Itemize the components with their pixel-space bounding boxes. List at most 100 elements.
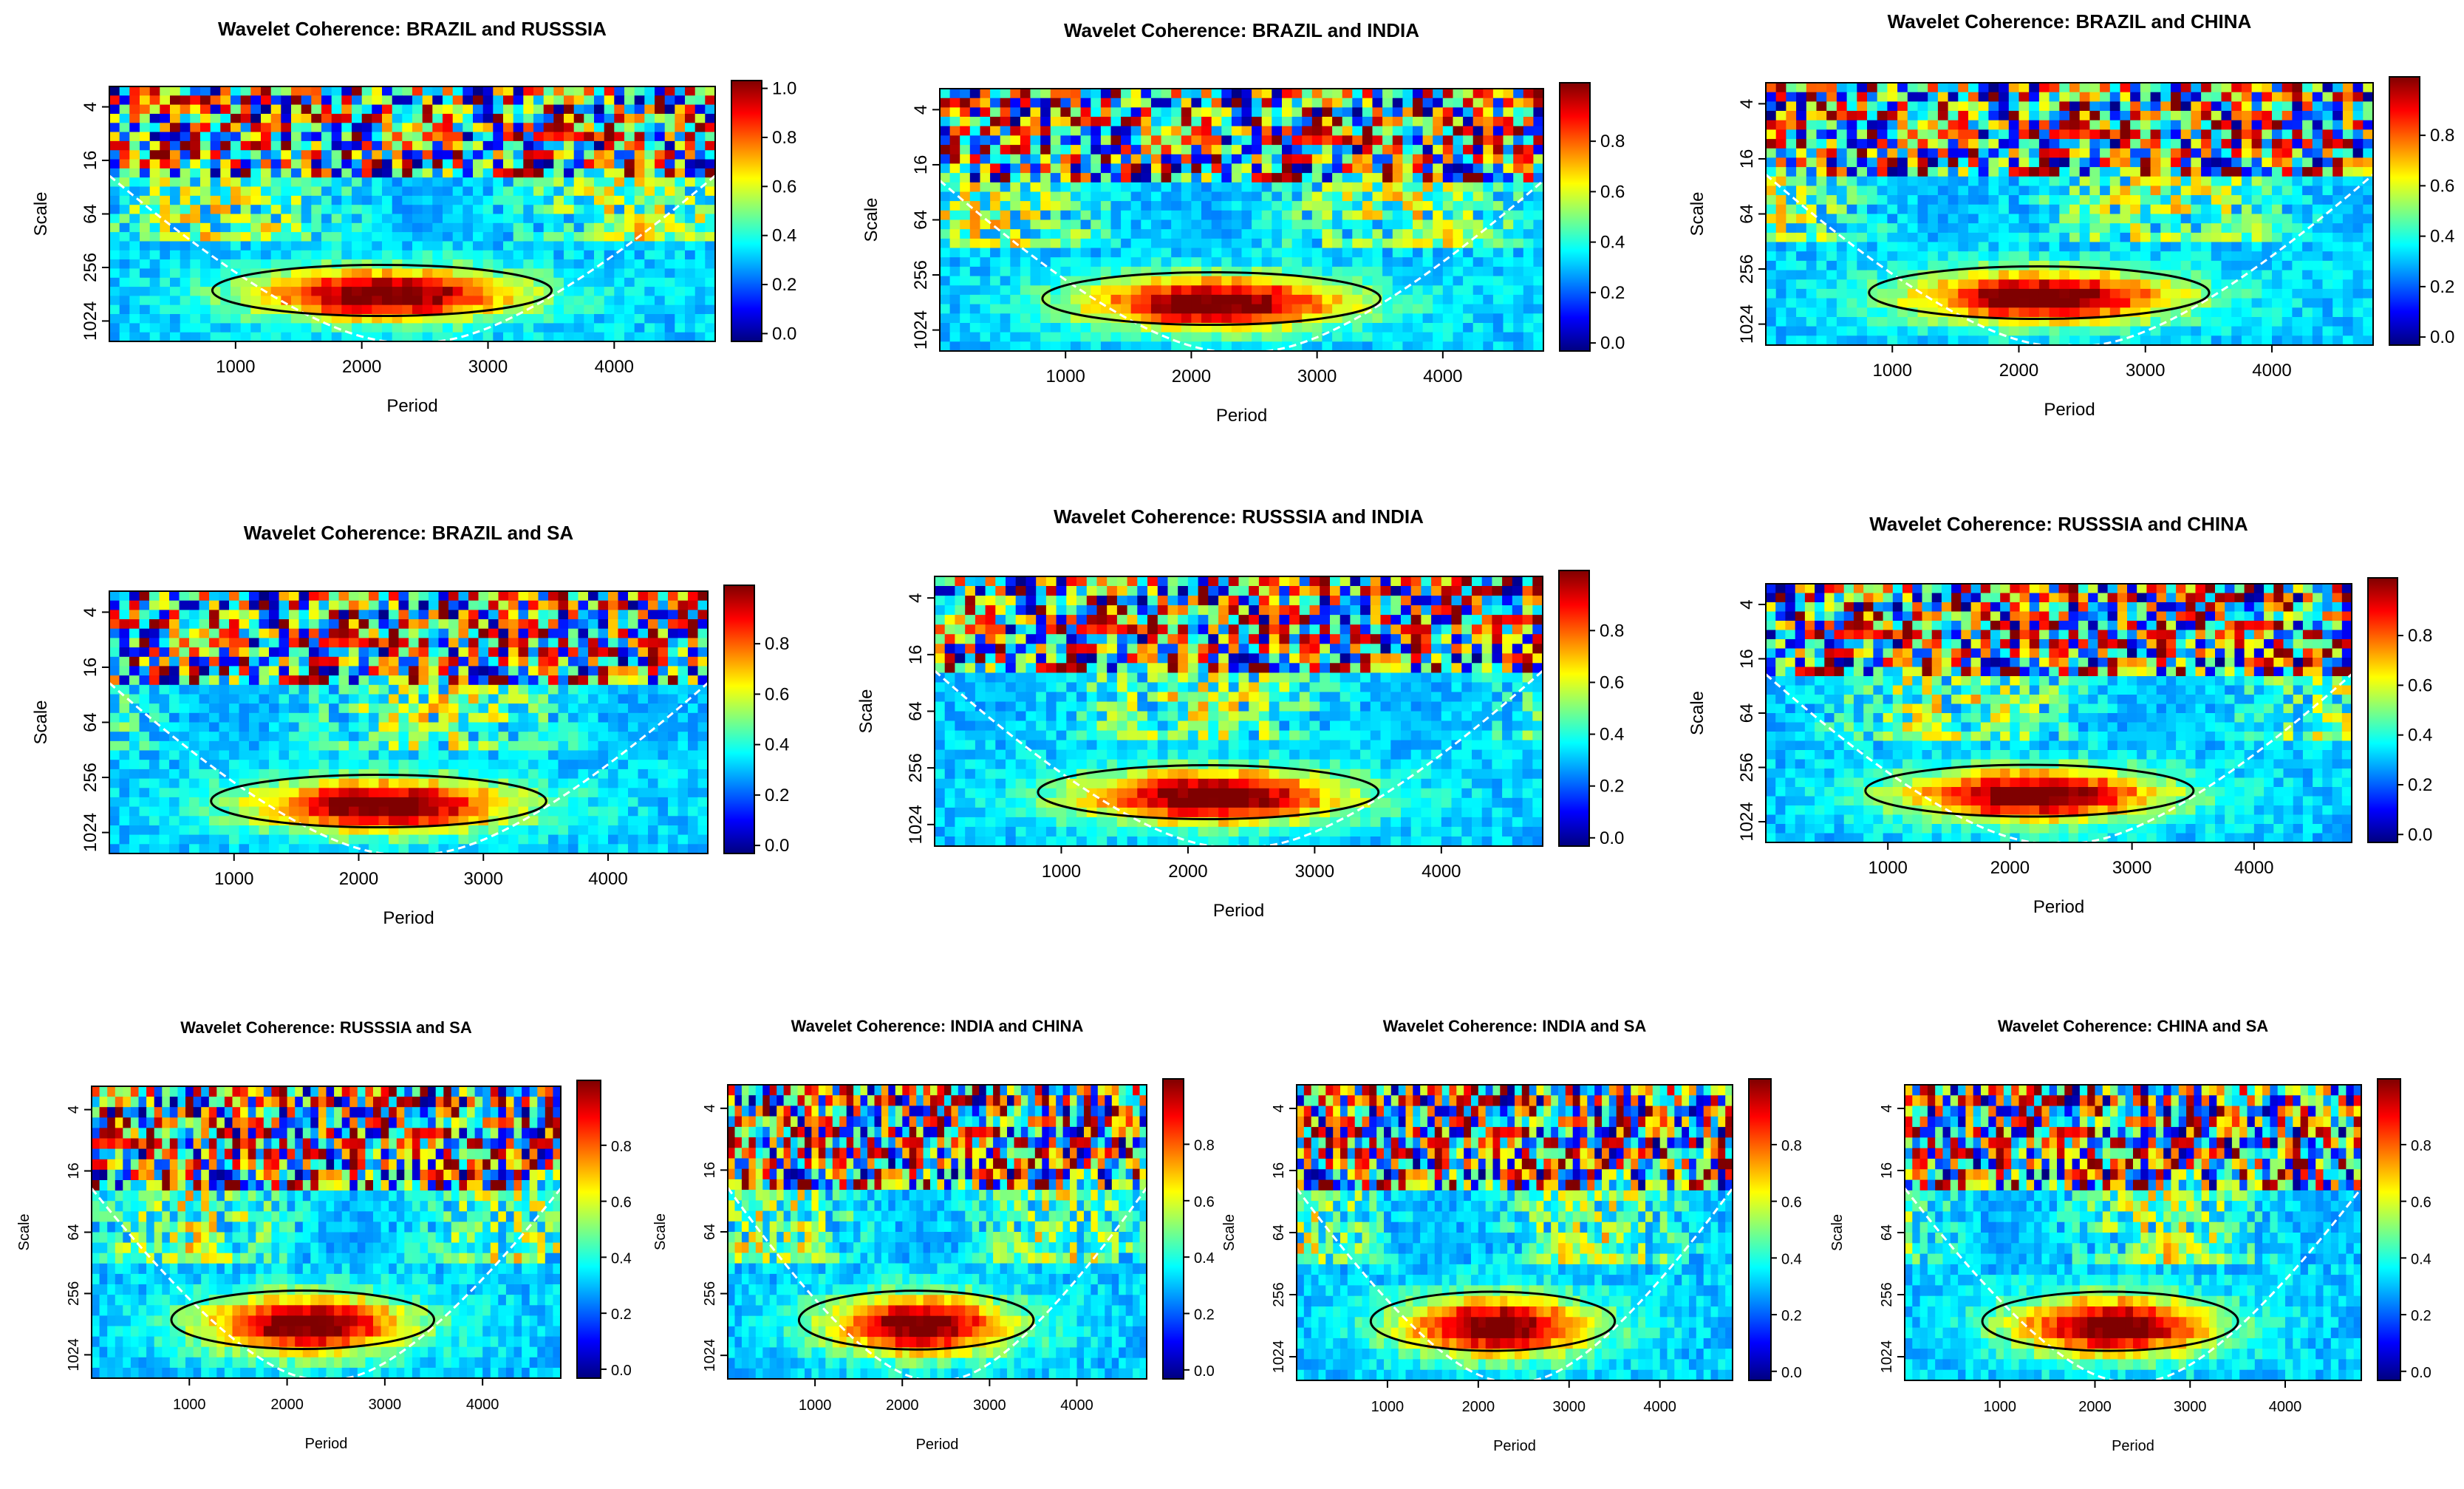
heatmap-cell — [1030, 201, 1041, 211]
heatmap-cell — [969, 276, 980, 286]
heatmap-cell — [1978, 251, 1989, 262]
heatmap-cell — [1342, 219, 1353, 230]
heatmap-cell — [1211, 229, 1222, 239]
heatmap-cell — [482, 296, 494, 306]
heatmap-cell — [664, 323, 675, 333]
heatmap-cell — [2079, 167, 2090, 177]
heatmap-cell — [1141, 135, 1152, 146]
heatmap-cell — [1472, 191, 1484, 202]
heatmap-cell — [1282, 98, 1293, 108]
heatmap-cell — [1948, 195, 1959, 205]
heatmap-cell — [1272, 238, 1283, 249]
heatmap-cell — [2272, 204, 2283, 215]
heatmap-cell — [463, 104, 474, 115]
heatmap-cell — [372, 268, 383, 279]
heatmap-cell — [1867, 120, 1878, 130]
heatmap-cell — [109, 277, 120, 287]
heatmap-cell — [1080, 191, 1091, 202]
heatmap-cell — [1362, 219, 1373, 230]
heatmap-cell — [180, 195, 191, 205]
heatmap-cell — [1533, 266, 1543, 277]
heatmap-cell — [644, 241, 655, 251]
heatmap-cell — [190, 205, 201, 215]
heatmap-cell — [564, 241, 575, 251]
heatmap-cell — [705, 222, 715, 233]
heatmap-cell — [1080, 182, 1091, 193]
heatmap-cell — [1261, 248, 1272, 258]
heatmap-cell — [594, 86, 605, 96]
heatmap-cell — [2160, 298, 2171, 308]
heatmap-cell — [1382, 98, 1393, 108]
heatmap-cell — [1311, 285, 1323, 296]
heatmap-cell — [1472, 117, 1484, 127]
heatmap-cell — [1988, 214, 1999, 224]
heatmap-cell — [1231, 126, 1243, 136]
heatmap-cell — [980, 107, 991, 117]
heatmap-cell — [2109, 176, 2121, 187]
heatmap-cell — [2262, 298, 2273, 308]
heatmap-cell — [129, 277, 140, 287]
heatmap-cell — [2292, 83, 2303, 93]
heatmap-cell — [940, 182, 951, 193]
heatmap-cell — [119, 177, 130, 188]
heatmap-cell — [533, 195, 545, 205]
heatmap-cell — [594, 296, 605, 306]
heatmap-cell — [200, 159, 211, 169]
heatmap-cell — [170, 287, 181, 296]
heatmap-cell — [1453, 154, 1464, 165]
heatmap-cell — [1201, 285, 1212, 296]
heatmap-cell — [1816, 251, 1827, 262]
heatmap-cell — [250, 222, 262, 233]
heatmap-cell — [1110, 201, 1122, 211]
heatmap-cell — [2251, 223, 2262, 234]
heatmap-cell — [664, 140, 675, 151]
heatmap-cell — [1141, 201, 1152, 211]
heatmap-cell — [634, 104, 645, 115]
heatmap-cell — [664, 296, 675, 306]
heatmap-cell — [422, 304, 433, 315]
heatmap-cell — [1151, 182, 1162, 193]
heatmap-cell — [1928, 83, 1939, 93]
heatmap-cell — [2018, 167, 2030, 177]
heatmap-cell — [634, 323, 645, 333]
heatmap-cell — [1191, 126, 1202, 136]
heatmap-cell — [1463, 304, 1474, 314]
heatmap-cell — [1352, 135, 1363, 146]
heatmap-cell — [1040, 248, 1051, 258]
heatmap-cell — [1261, 163, 1272, 174]
heatmap-cell — [2241, 195, 2253, 205]
heatmap-cell — [2251, 270, 2262, 280]
heatmap-cell — [1161, 294, 1172, 305]
heatmap-cell — [2322, 270, 2333, 280]
x-tick-label: 1000 — [216, 357, 255, 377]
heatmap-cell — [1533, 107, 1543, 117]
heatmap-cell — [210, 104, 221, 115]
heatmap-cell — [180, 186, 191, 197]
heatmap-cell — [1816, 195, 1827, 205]
heatmap-cell — [1402, 341, 1413, 351]
heatmap-cell — [2342, 204, 2354, 215]
heatmap-cell — [1948, 185, 1959, 196]
heatmap-cell — [1968, 83, 1979, 93]
heatmap-cell — [1080, 210, 1091, 221]
heatmap-cell — [1372, 229, 1383, 239]
heatmap-cell — [1867, 92, 1878, 102]
heatmap-cell — [533, 287, 545, 296]
heatmap-cell — [1836, 214, 1848, 224]
heatmap-cell — [1846, 83, 1857, 93]
heatmap-cell — [250, 132, 262, 142]
heatmap-cell — [1071, 145, 1082, 155]
heatmap-cell — [493, 222, 504, 233]
heatmap-cell — [1816, 176, 1827, 187]
heatmap-cell — [1413, 257, 1424, 268]
heatmap-cell — [1806, 298, 1818, 308]
heatmap-cell — [1040, 107, 1051, 117]
heatmap-cell — [1968, 195, 1979, 205]
heatmap-cell — [109, 168, 120, 178]
heatmap-cell — [584, 177, 595, 188]
heatmap-cell — [160, 304, 171, 315]
heatmap-cell — [1887, 251, 1898, 262]
heatmap-cell — [533, 140, 545, 151]
heatmap-cell — [1181, 341, 1192, 351]
heatmap-cell — [270, 86, 281, 96]
